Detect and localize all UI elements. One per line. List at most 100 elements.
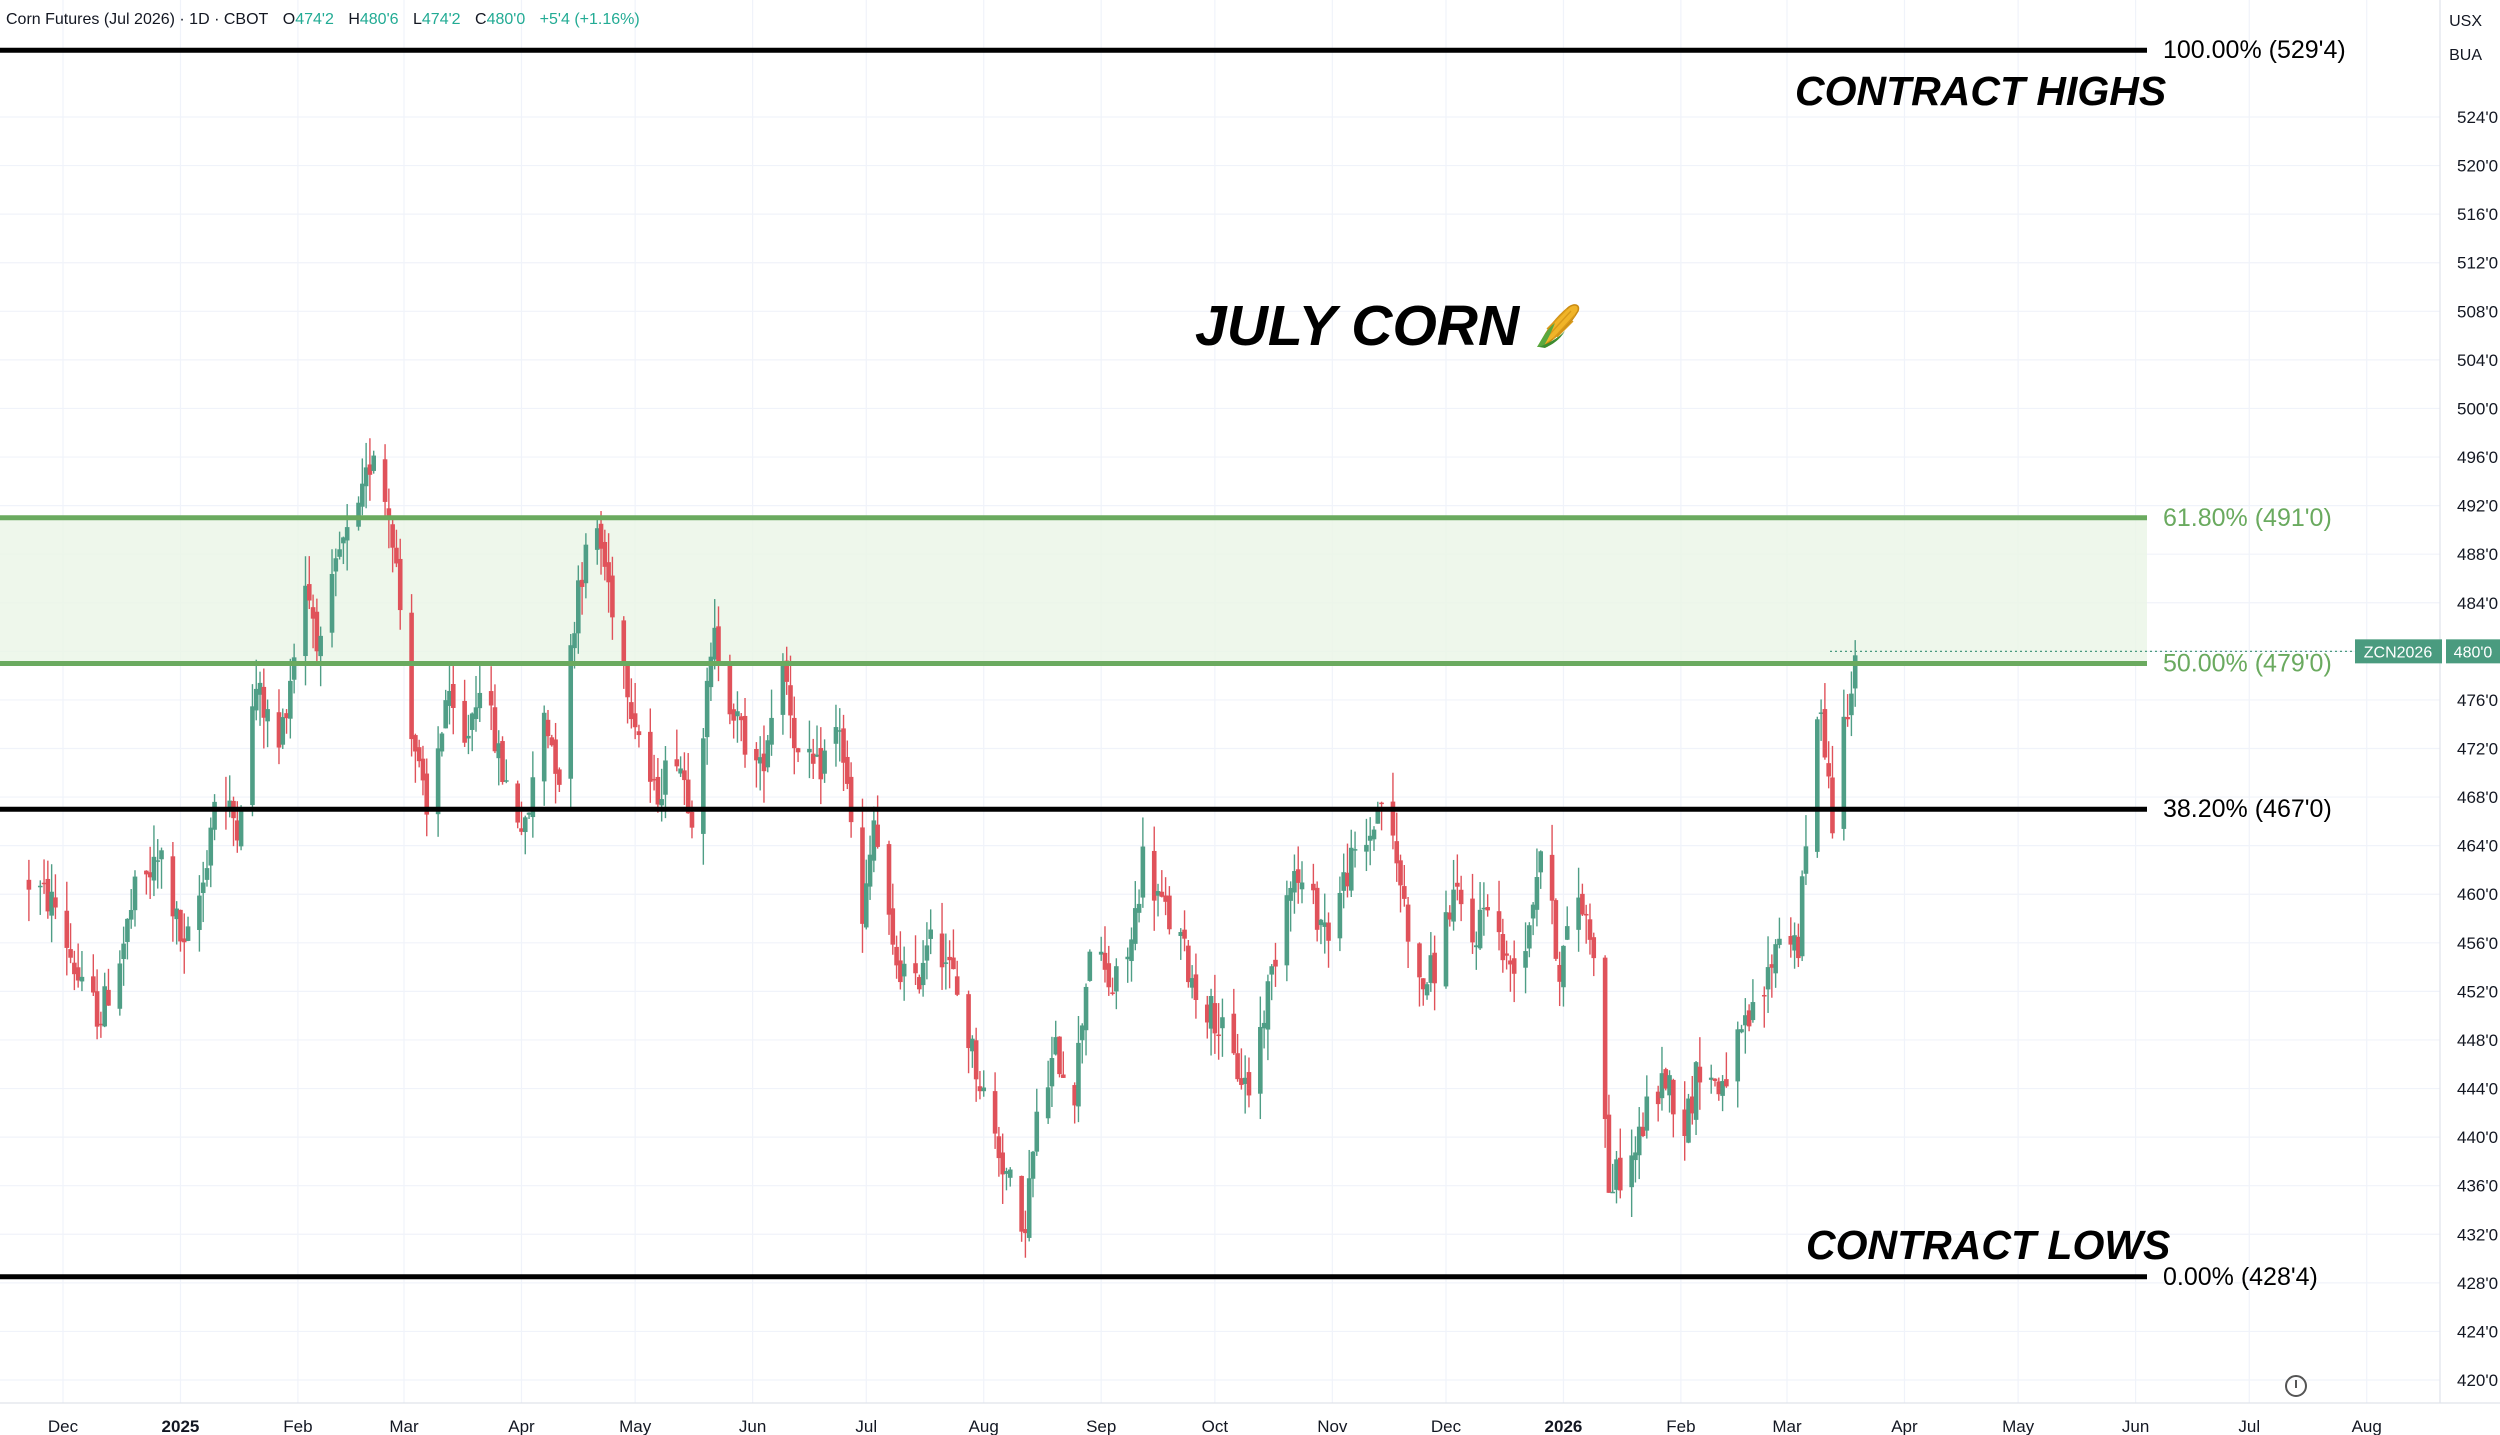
candle-body bbox=[1076, 1042, 1081, 1107]
candle bbox=[1102, 926, 1108, 983]
candle-body bbox=[780, 661, 786, 715]
time-axis-month-label: Nov bbox=[1317, 1417, 1348, 1435]
candle bbox=[1235, 1033, 1240, 1082]
candle bbox=[64, 881, 70, 976]
candle bbox=[1189, 965, 1195, 999]
candle-body bbox=[1640, 1126, 1646, 1137]
candle bbox=[1458, 875, 1464, 922]
measure-unit[interactable]: BUA bbox=[2449, 47, 2482, 64]
change-value: +5'4 (+1.16%) bbox=[539, 11, 640, 28]
candle-body bbox=[1110, 992, 1115, 994]
price-tag-symbol-bg bbox=[2355, 639, 2442, 664]
candle-body bbox=[1629, 1155, 1634, 1188]
candle bbox=[526, 812, 532, 820]
candle-body bbox=[973, 1040, 979, 1080]
candle-body bbox=[1610, 1191, 1616, 1194]
timezone-clock-icon[interactable] bbox=[2285, 1375, 2307, 1397]
candle-body bbox=[1049, 1058, 1055, 1087]
candle-body bbox=[500, 741, 505, 782]
chart-title-text: JULY CORN bbox=[1195, 294, 1520, 358]
price-axis-tick-label: 436'0 bbox=[2457, 1177, 2498, 1196]
candle-body bbox=[1155, 891, 1161, 896]
candle bbox=[443, 689, 448, 729]
candle-body bbox=[1284, 895, 1290, 966]
candle-body bbox=[261, 686, 267, 718]
price-axis-tick-label: 468'0 bbox=[2457, 788, 2498, 807]
price-axis-tick-label: 460'0 bbox=[2457, 885, 2498, 904]
candle-body bbox=[1659, 1073, 1665, 1099]
candle bbox=[1617, 1128, 1623, 1199]
candle bbox=[1496, 880, 1502, 951]
candle-body bbox=[553, 739, 558, 774]
candle bbox=[1432, 935, 1437, 1011]
candle bbox=[784, 646, 790, 695]
candle-body bbox=[1204, 1004, 1210, 1023]
candle bbox=[992, 1072, 998, 1149]
candle bbox=[1371, 826, 1377, 851]
candle-body bbox=[280, 717, 286, 745]
candle-body bbox=[1443, 912, 1449, 987]
candle bbox=[947, 940, 952, 989]
candle bbox=[1000, 1133, 1005, 1204]
candle bbox=[147, 846, 153, 899]
candle bbox=[1803, 815, 1809, 885]
candle bbox=[344, 504, 350, 571]
candle bbox=[712, 599, 718, 670]
candle bbox=[238, 805, 244, 851]
candle-body bbox=[1326, 922, 1331, 941]
candle-body bbox=[1724, 1079, 1729, 1087]
time-axis-month-label: May bbox=[2002, 1417, 2035, 1435]
candle bbox=[970, 1035, 975, 1068]
candle bbox=[1769, 954, 1775, 998]
candle-body bbox=[117, 963, 123, 1009]
candle-body bbox=[1314, 887, 1320, 930]
close-label: C bbox=[475, 11, 487, 28]
candle bbox=[253, 659, 259, 721]
candle bbox=[1659, 1046, 1665, 1111]
candle-body bbox=[394, 547, 399, 564]
candle bbox=[515, 780, 520, 829]
candle-body bbox=[651, 778, 657, 781]
price-axis-tick-label: 484'0 bbox=[2457, 594, 2498, 613]
candle bbox=[314, 598, 320, 664]
candle-body bbox=[519, 828, 524, 832]
price-axis-tick-label: 440'0 bbox=[2457, 1128, 2498, 1147]
candle-body bbox=[1852, 655, 1858, 689]
candle bbox=[1591, 932, 1597, 977]
currency-unit[interactable]: USX bbox=[2449, 13, 2482, 30]
candle-body bbox=[810, 753, 816, 764]
price-axis[interactable]: 420'0 424'0 428'0 432'0 436'0 440'0 444'0 448'0… bbox=[2457, 108, 2498, 1390]
price-tag-value-bg bbox=[2446, 639, 2500, 664]
candle bbox=[337, 531, 342, 560]
candle bbox=[1352, 831, 1358, 868]
candle-body bbox=[1432, 952, 1437, 984]
candle bbox=[1689, 1075, 1695, 1125]
candle-body bbox=[1220, 1017, 1225, 1029]
candle bbox=[1295, 846, 1301, 904]
candle bbox=[678, 756, 683, 777]
candle bbox=[1049, 1036, 1055, 1108]
price-axis-tick-label: 500'0 bbox=[2457, 399, 2498, 418]
candle bbox=[833, 704, 839, 767]
candle-body bbox=[545, 719, 551, 737]
candle-body bbox=[1102, 952, 1108, 970]
price-axis-tick-label: 524'0 bbox=[2457, 108, 2498, 127]
candle bbox=[329, 549, 335, 648]
candle-body bbox=[1083, 986, 1089, 1031]
candle-body bbox=[1504, 953, 1509, 956]
candle bbox=[867, 835, 873, 900]
contract-lows-label: CONTRACT LOWS bbox=[1806, 1222, 2171, 1268]
candle bbox=[598, 511, 604, 575]
candle-body bbox=[1424, 984, 1430, 996]
candle-body bbox=[318, 635, 323, 657]
symbol-title[interactable]: Corn Futures (Jul 2026) · 1D · CBOT bbox=[6, 11, 269, 28]
candle-body bbox=[306, 584, 312, 601]
candle bbox=[1708, 1064, 1714, 1094]
candle-body bbox=[647, 731, 653, 782]
candle bbox=[545, 709, 551, 749]
time-axis[interactable]: Dec 2025 Feb Mar Apr May Jun Jul Aug Sep Oct Nov Dec… bbox=[48, 1417, 2382, 1435]
candle-body bbox=[769, 717, 774, 745]
candle bbox=[1527, 922, 1532, 958]
candle bbox=[659, 768, 664, 822]
